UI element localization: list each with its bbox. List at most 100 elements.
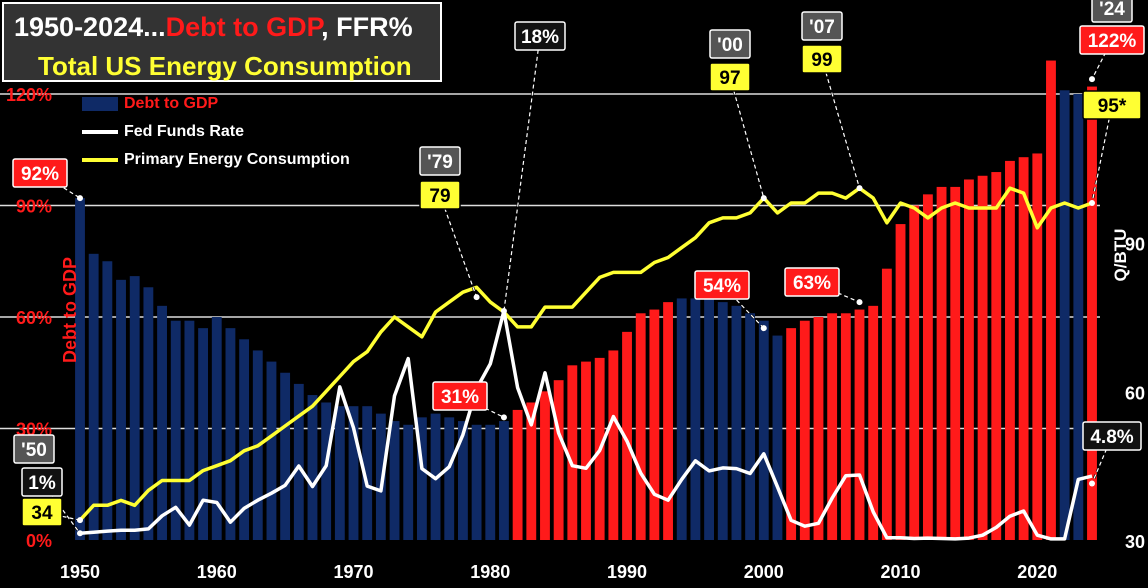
callout-label-c2000_debt: 54% [703,276,741,297]
debt-bar-1961 [225,328,236,540]
callout-box-c1981_debt [432,381,488,411]
debt-bar-1977 [444,417,455,540]
debt-bar-2000 [758,320,769,540]
left-tick-label: 0% [26,531,52,551]
debt-bar-1970 [348,406,359,540]
legend-label-debt: Debt to GDP [124,95,219,112]
callout-box-c2024_energy [1082,90,1142,120]
callout-arrowhead [1089,76,1095,83]
callout-arrowhead [473,294,480,301]
debt-bar-2023 [1073,94,1084,540]
legend-swatch-debt [82,97,118,111]
debt-bar-1954 [129,276,140,540]
debt-bar-2015 [963,179,974,540]
title-line-1: 1950-2024...Debt to GDP, FFR% [14,12,413,43]
debt-bar-2020 [1032,153,1043,540]
debt-bar-2011 [909,205,920,540]
callout-arrow [1091,104,1113,204]
callout-label-c1981_debt: 31% [441,387,479,408]
debt-bar-1996 [704,298,715,540]
right-tick-label: 60 [1125,383,1145,403]
debt-bar-1989 [608,350,619,540]
left-tick-label: 60% [16,308,52,328]
debt-bars [75,60,1097,541]
callout-arrowhead [760,325,767,332]
debt-bar-1955 [143,287,154,540]
callout-box-c2024_ffr [1082,421,1142,451]
debt-bar-2014 [950,186,961,540]
legend-item-debt: Debt to GDP [82,90,350,118]
debt-bar-2005 [827,313,838,540]
debt-bar-1997 [717,302,728,540]
debt-bar-1981 [499,421,509,540]
debt-bar-2018 [1005,160,1015,540]
callout-label-c2000_energy: 97 [719,68,740,89]
title-ffr: , FFR% [321,12,413,42]
debt-bar-1980 [485,424,496,540]
callout-box-c1979_year [419,146,461,176]
callout-label-c2007_energy: 99 [811,50,832,71]
callout-arrowhead [500,308,507,315]
debt-bar-1959 [198,328,209,540]
title-debt: Debt to GDP [165,12,322,42]
callout-arrowhead [77,530,83,537]
debt-bar-1969 [334,406,345,540]
x-tick-label: 1950 [60,562,100,582]
callout-arrowhead [856,299,863,306]
callout-box-c1979_energy [419,180,461,210]
x-tick-label: 1980 [470,562,510,582]
callout-label-c2000_year: '00 [717,35,743,56]
callout-arrowhead [1089,200,1095,207]
debt-bar-2009 [881,268,892,540]
debt-bar-1983 [526,402,537,540]
debt-bar-1950 [75,198,85,541]
callout-label-c1950_energy: 34 [31,503,53,524]
legend-item-energy: Primary Energy Consumption [82,146,350,174]
debt-bar-1995 [690,298,701,540]
debt-bar-2013 [936,186,947,540]
debt-bar-2010 [895,224,906,541]
left-axis-title: Debt to GDP [60,257,80,363]
callout-arrowhead [760,195,767,202]
legend-item-ffr: Fed Funds Rate [82,118,350,146]
callout-label-c2007_debt: 63% [793,273,831,294]
right-tick-label: 30 [1125,532,1145,552]
callout-box-c1981_ffr [514,21,566,51]
debt-bar-1978 [457,421,468,540]
debt-bar-1956 [157,305,167,540]
x-tick-label: 1960 [197,562,237,582]
debt-bar-1952 [102,261,113,540]
legend-label-energy: Primary Energy Consumption [124,151,350,168]
callout-box-c2000_year [709,29,751,59]
debt-bar-2017 [991,172,1002,541]
left-tick-label: 90% [16,197,52,217]
debt-bar-1979 [471,424,482,540]
callout-box-c2000_energy [709,62,751,92]
callout-label-c1979_year: '79 [427,152,453,173]
callout-arrow [503,35,541,312]
callout-box-c1950_debt [12,158,68,188]
callout-label-c2024_debt: 122% [1088,31,1137,52]
debt-bar-2022 [1059,90,1070,541]
callout-label-c1950_year: '50 [21,440,47,461]
title-years: 1950-2024... [14,12,166,42]
callout-box-c2007_debt [784,267,840,297]
callout-arrow [821,58,861,189]
legend: Debt to GDP Fed Funds Rate Primary Energ… [82,90,350,174]
debt-bar-1968 [321,402,332,540]
debt-bar-2024 [1087,86,1097,541]
callout-label-c2007_year: '07 [809,17,835,38]
debt-bar-1993 [663,302,673,540]
callout-arrowhead [500,414,507,421]
debt-bar-2008 [868,305,879,540]
right-tick-label: 90 [1125,235,1145,255]
debt-bar-1974 [403,424,414,540]
debt-bar-1992 [649,309,660,540]
debt-bar-1965 [280,372,291,540]
debt-bar-1964 [266,361,277,540]
debt-bar-2021 [1046,60,1056,541]
debt-bar-2001 [772,335,783,540]
callout-label-c1981_ffr: 18% [521,27,559,48]
